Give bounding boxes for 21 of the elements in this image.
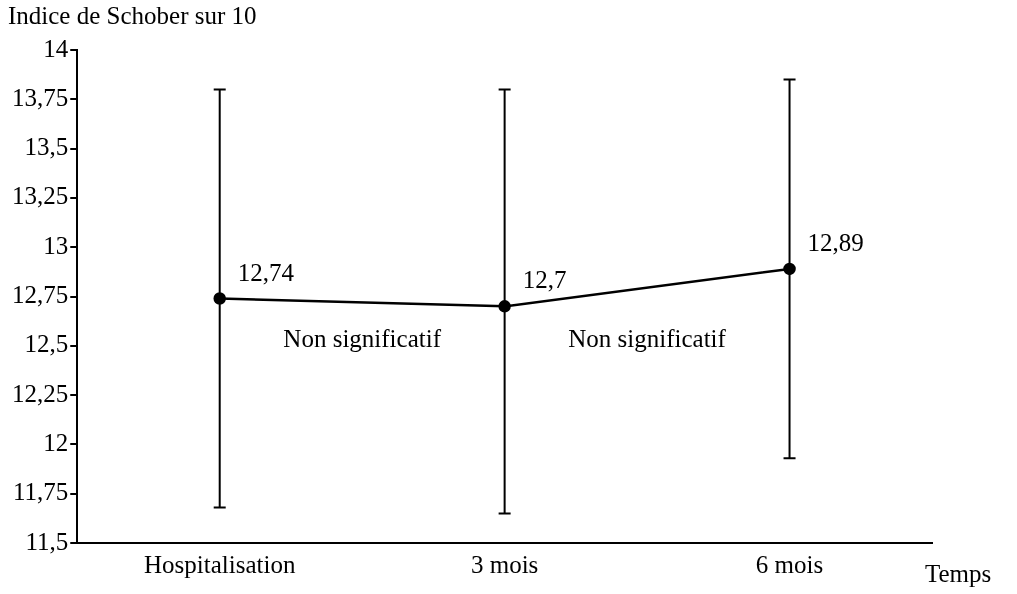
text: 12,74 [237,258,294,286]
y-tick-label: 13,5 [24,133,69,161]
x-axis-title: Temps [925,560,992,588]
text: 12,89 [807,228,864,256]
y-tick-label: 11,5 [25,527,69,555]
y-tick-label: 13,25 [12,182,69,210]
y-tick-label: 14 [43,34,69,62]
y-tick-label: 12,5 [24,330,69,358]
x-tick-label: 3 mois [470,550,539,578]
y-tick-label: 13 [43,231,69,259]
y-tick-label: 12,25 [12,379,69,407]
x-tick-label: 6 mois [755,550,824,578]
x-tick-label: Hospitalisation [144,550,296,578]
annotation: Non significatif [283,325,442,353]
text: 12,7 [522,266,567,294]
y-axis-title: Indice de Schober sur 10 [8,2,257,30]
annotation: Non significatif [568,325,727,353]
y-tick-label: 11,75 [12,478,69,506]
y-tick-label: 12 [43,428,69,456]
y-tick-label: 13,75 [12,83,69,111]
y-tick-label: 12,75 [12,281,69,309]
